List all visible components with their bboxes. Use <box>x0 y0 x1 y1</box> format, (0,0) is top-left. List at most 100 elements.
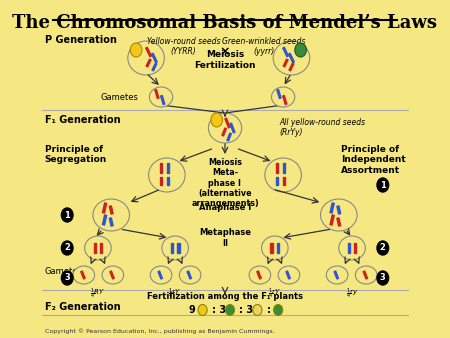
Bar <box>283 163 285 173</box>
Bar <box>337 206 341 214</box>
Ellipse shape <box>273 41 310 75</box>
Bar <box>155 90 159 99</box>
Text: F₁ Generation: F₁ Generation <box>45 115 121 125</box>
Ellipse shape <box>326 266 348 284</box>
Text: Metaphase
II: Metaphase II <box>199 228 251 248</box>
Bar <box>283 177 285 185</box>
Bar <box>277 90 281 99</box>
Ellipse shape <box>128 41 164 75</box>
Bar <box>177 243 180 253</box>
Ellipse shape <box>208 113 242 143</box>
Text: 3: 3 <box>380 273 386 283</box>
Text: All yellow-round seeds
(RrYy): All yellow-round seeds (RrYy) <box>279 118 365 138</box>
Bar <box>187 271 191 279</box>
Text: Meiosis
Fertilization: Meiosis Fertilization <box>194 50 256 70</box>
Bar <box>276 163 279 173</box>
Bar <box>330 215 334 225</box>
Bar <box>146 47 151 57</box>
Bar <box>283 47 288 57</box>
Ellipse shape <box>102 266 124 284</box>
Ellipse shape <box>249 266 271 284</box>
Ellipse shape <box>148 158 185 192</box>
Bar <box>110 271 114 279</box>
Bar <box>348 243 350 253</box>
Bar <box>152 63 157 71</box>
Ellipse shape <box>150 266 172 284</box>
Circle shape <box>377 178 389 192</box>
Ellipse shape <box>85 236 111 260</box>
Circle shape <box>377 241 389 255</box>
Bar <box>230 123 235 133</box>
Text: 9: 9 <box>189 305 195 315</box>
Text: Anaphase I: Anaphase I <box>199 202 251 212</box>
Ellipse shape <box>179 266 201 284</box>
Text: $\frac{1}{4}$rY: $\frac{1}{4}$rY <box>268 287 282 301</box>
Text: The Chromosomal Basis of Mendel’s Laws: The Chromosomal Basis of Mendel’s Laws <box>13 14 437 32</box>
Bar <box>103 203 107 213</box>
Text: Principle of
Independent
Assortment: Principle of Independent Assortment <box>341 145 406 175</box>
Bar <box>160 163 162 173</box>
Bar <box>289 63 294 71</box>
Text: F₂ Generation: F₂ Generation <box>45 302 121 312</box>
Circle shape <box>295 43 306 57</box>
Text: Gametes: Gametes <box>45 267 83 276</box>
Text: : 1: : 1 <box>266 305 281 315</box>
Bar <box>94 243 96 253</box>
Bar <box>283 59 288 67</box>
Bar <box>227 133 231 141</box>
Circle shape <box>253 305 262 315</box>
Bar <box>257 271 261 279</box>
Bar <box>225 118 230 128</box>
Text: 2: 2 <box>64 243 70 252</box>
Circle shape <box>274 305 283 315</box>
Bar <box>354 243 356 253</box>
Ellipse shape <box>356 266 377 284</box>
Text: $\frac{1}{4}$ry: $\frac{1}{4}$ry <box>346 287 359 301</box>
Ellipse shape <box>278 266 300 284</box>
Circle shape <box>130 43 142 57</box>
Bar <box>166 177 169 185</box>
Circle shape <box>61 271 73 285</box>
Text: Yellow-round seeds
(YYRR): Yellow-round seeds (YYRR) <box>147 37 220 56</box>
Ellipse shape <box>73 266 94 284</box>
Bar <box>337 218 341 226</box>
Bar <box>100 243 102 253</box>
Text: 2: 2 <box>380 243 386 252</box>
Bar <box>152 53 157 63</box>
Bar <box>330 203 334 213</box>
Ellipse shape <box>320 199 357 231</box>
Ellipse shape <box>149 87 173 107</box>
Text: : 3: : 3 <box>239 305 253 315</box>
Text: Fertilization among the F₁ plants: Fertilization among the F₁ plants <box>147 292 303 301</box>
Bar <box>286 271 290 279</box>
Bar <box>270 243 273 253</box>
Text: 1: 1 <box>380 180 386 190</box>
Text: Meiosis
Meta-
phase I
(alternative
arrangements): Meiosis Meta- phase I (alternative arran… <box>191 158 259 208</box>
Text: Gametes: Gametes <box>100 93 138 102</box>
Bar <box>283 95 287 104</box>
Bar <box>158 271 162 279</box>
Bar <box>363 271 368 279</box>
Text: Green-wrinkled seeds
(yyrr): Green-wrinkled seeds (yyrr) <box>222 37 306 56</box>
Text: $\frac{1}{4}$RY: $\frac{1}{4}$RY <box>90 287 106 301</box>
Text: 1: 1 <box>64 211 70 219</box>
Bar <box>171 243 173 253</box>
Bar <box>146 59 151 67</box>
Circle shape <box>211 113 222 127</box>
Text: Copyright © Pearson Education, Inc., publishing as Benjamin Cummings.: Copyright © Pearson Education, Inc., pub… <box>45 328 274 334</box>
Bar <box>160 177 162 185</box>
Text: P Generation: P Generation <box>45 35 117 45</box>
Text: : 3: : 3 <box>212 305 226 315</box>
Text: $\frac{1}{4}$rY: $\frac{1}{4}$rY <box>168 287 182 301</box>
Bar <box>109 206 113 214</box>
Bar <box>277 243 279 253</box>
Bar <box>276 177 279 185</box>
Bar <box>334 271 338 279</box>
Bar <box>103 215 107 225</box>
Text: Principle of
Segregation: Principle of Segregation <box>45 145 107 164</box>
Circle shape <box>225 305 234 315</box>
Text: ×: × <box>220 46 230 58</box>
Bar <box>166 163 169 173</box>
Ellipse shape <box>271 87 295 107</box>
Bar <box>288 53 294 63</box>
